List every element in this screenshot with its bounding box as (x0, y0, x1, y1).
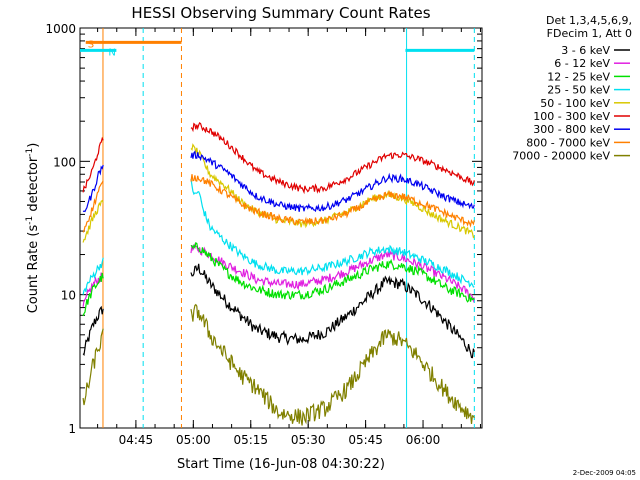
series-line (190, 242, 475, 303)
series-line (190, 121, 475, 195)
event-markers (102, 28, 475, 428)
x-tick-label: 05:15 (233, 433, 268, 447)
chart-title: HESSI Observing Summary Count Rates (131, 4, 430, 22)
legend-header-line-1: Det 1,3,4,5,6,9, (546, 14, 632, 27)
series-line (190, 174, 475, 228)
series-line (82, 328, 104, 406)
x-tick-label: 06:00 (406, 433, 441, 447)
x-axis-label: Start Time (16-Jun-08 04:30:22) (177, 457, 385, 472)
legend-header-line-2: FDecim 1, Att 0 (547, 27, 632, 40)
plot-frame (79, 27, 483, 429)
series-lines (82, 121, 475, 426)
series-line (82, 164, 104, 213)
series-line (82, 305, 104, 357)
series-line (190, 303, 475, 426)
footer-date: 2-Dec-2009 04:05 (573, 469, 636, 477)
series-line (82, 272, 104, 307)
y-axis-label-end: ) (26, 143, 41, 148)
y-axis-label-mid: detector (26, 156, 41, 216)
y-axis-label-sup2: -1 (25, 148, 35, 157)
x-tick-label: 05:00 (176, 433, 211, 447)
y-axis-label-main: Count Rate (s (26, 225, 41, 314)
x-tick-label: 05:30 (291, 433, 326, 447)
y-axis-label: Count Rate (s-1 detector-1) (25, 143, 41, 314)
y-tick-label: 1 (68, 422, 76, 436)
y-axis-label-sup1: -1 (25, 216, 35, 225)
legend-entry-label: 25 - 50 keV (547, 84, 610, 97)
legend: Det 1,3,4,5,6,9, FDecim 1, Att 0 3 - 6 k… (512, 14, 632, 163)
legend-entry-label: 800 - 7000 keV (526, 136, 610, 149)
legend-entry-label: 7000 - 20000 keV (512, 150, 610, 163)
y-tick-label: 1000 (45, 22, 76, 36)
series-line (82, 180, 104, 233)
series-line (190, 263, 475, 359)
legend-entry-label: 12 - 25 keV (547, 70, 610, 83)
axis-ticks: 04:45 05:00 05:15 05:30 05:45 06:00 1 10 100 1000 (45, 22, 482, 447)
legend-entry-label: 100 - 300 keV (533, 110, 610, 123)
y-tick-label: 100 (53, 155, 76, 169)
x-tick-label: 04:45 (119, 433, 154, 447)
series-line (190, 243, 475, 304)
legend-entry-label: 300 - 800 keV (533, 123, 610, 136)
series-line (82, 257, 104, 295)
flag-label: N (108, 47, 115, 58)
y-tick-label: 10 (61, 289, 76, 303)
legend-entry-label: 50 - 100 keV (540, 97, 610, 110)
flag-bars: SN (80, 39, 475, 58)
series-line (82, 199, 104, 243)
series-line (190, 178, 475, 288)
x-tick-label: 05:45 (348, 433, 383, 447)
series-line (82, 272, 104, 317)
series-line (82, 136, 104, 193)
series-line (190, 150, 475, 213)
legend-entry-label: 6 - 12 keV (554, 57, 610, 70)
flag-label: S (88, 39, 94, 50)
legend-entry-label: 3 - 6 keV (561, 44, 610, 57)
